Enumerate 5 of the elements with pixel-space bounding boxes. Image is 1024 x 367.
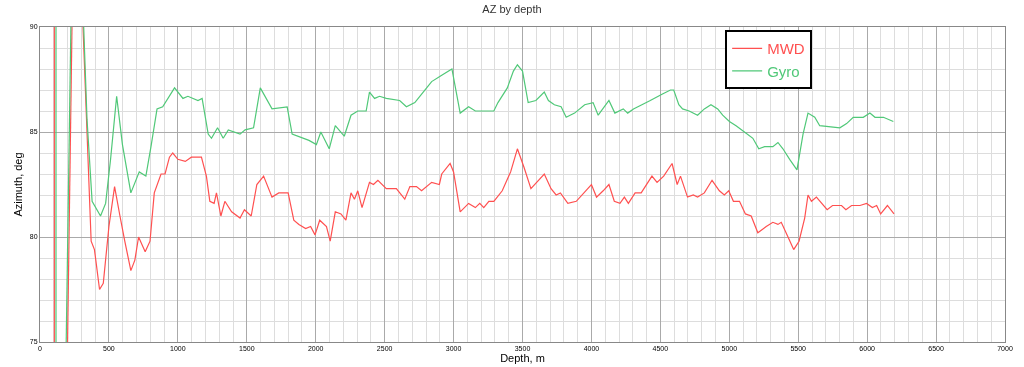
legend-label: MWD	[767, 40, 805, 58]
y-axis-title: Azimuth, deg	[12, 152, 25, 217]
x-axis-title: Depth, m	[500, 352, 545, 365]
chart-title: AZ by depth	[482, 3, 542, 16]
legend-label: Gyro	[767, 62, 800, 80]
